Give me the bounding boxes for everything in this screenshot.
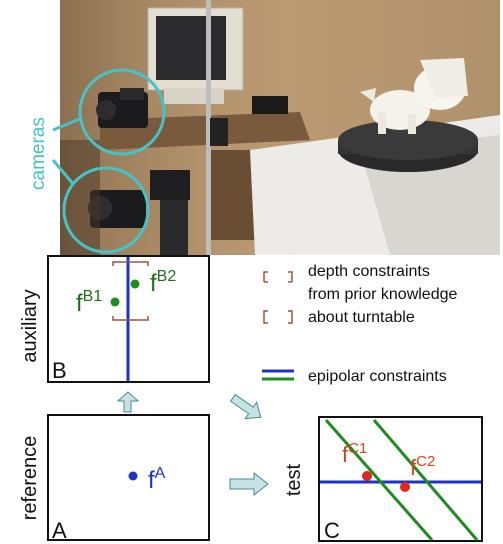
fA-label: fA (148, 465, 166, 494)
panel-c-green-line-2 (372, 419, 479, 541)
panel-b-frame (47, 255, 210, 383)
cameras-label: cameras (28, 117, 49, 190)
fB1-label: fB1 (76, 288, 102, 317)
auxiliary-label: auxiliary (19, 289, 41, 362)
point-fA (128, 471, 138, 481)
reference-label: reference (19, 436, 41, 521)
camera-setup-photo (60, 0, 500, 255)
point-fB1 (110, 297, 120, 307)
fC1-label: fC1 (342, 440, 367, 467)
legend-depth-line3: about turntable (308, 309, 415, 326)
lower-camera-callout (62, 166, 150, 254)
legend-depth-bracket-icon (263, 310, 268, 324)
fC2-label: fC2 (410, 453, 435, 480)
fB2-label: fB2 (150, 268, 176, 297)
depth-bracket-top (112, 261, 149, 266)
camera-upper (96, 88, 148, 128)
legend-epipolar: epipolar constraints (308, 368, 447, 385)
arrow-a-to-c (229, 471, 269, 497)
point-fC1 (362, 471, 372, 481)
point-fB2 (130, 279, 140, 289)
legend-depth-line2: from prior knowledge (308, 286, 458, 303)
callout-line-lower (51, 159, 76, 186)
panel-c-green-line-1 (324, 419, 434, 541)
upper-camera-callout (78, 68, 166, 156)
callout-line-upper (52, 116, 83, 132)
legend-depth-line1: depth constraints (308, 263, 430, 280)
panel-b-label: B (52, 358, 67, 383)
panel-a-frame (47, 414, 210, 541)
arrow-a-to-b (116, 391, 140, 413)
stand-pole (206, 0, 211, 255)
panel-a-label: A (52, 518, 67, 543)
triceratops-model (360, 58, 468, 134)
test-label: test (283, 463, 305, 496)
monitor-screen (156, 16, 226, 80)
depth-bracket-bottom (112, 316, 149, 321)
arrow-b-to-c (229, 393, 262, 420)
panel-c-label: C (324, 518, 340, 543)
point-fC2 (400, 482, 410, 492)
panel-c-frame (318, 416, 483, 542)
